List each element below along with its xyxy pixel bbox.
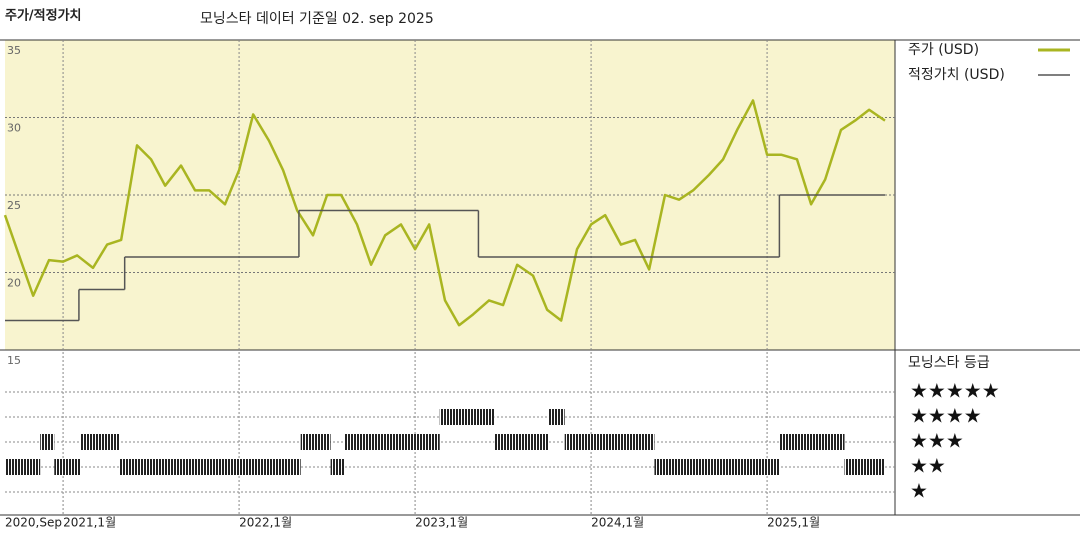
star-label: ★★ [910, 454, 946, 478]
star-label: ★★★★★ [910, 379, 1000, 403]
rating-bar [344, 434, 440, 450]
rating-bar [5, 459, 41, 475]
rating-bar [844, 459, 885, 475]
rating-bar [439, 409, 495, 425]
rating-bar [548, 409, 565, 425]
star-label: ★★★★ [910, 404, 982, 428]
x-tick-label: 2022,1월 [239, 516, 292, 530]
chart-subtitle: 모닝스타 데이터 기준일 02. sep 2025 [200, 11, 434, 27]
rating-bar [300, 434, 331, 450]
rating-bar [654, 459, 780, 475]
price-line [3, 99, 886, 327]
rating-bar [494, 434, 549, 450]
star-label: ★ [910, 479, 928, 503]
chart-title: 주가/적정가치 [5, 8, 82, 24]
rating-bar [564, 434, 655, 450]
rating-title: 모닝스타 등급 [908, 355, 990, 371]
y-tick-label: 15 [7, 354, 21, 367]
rating-bar [119, 459, 301, 475]
rating-bar [54, 459, 81, 475]
x-tick-label: 2024,1월 [591, 516, 644, 530]
star-label: ★★★ [910, 429, 964, 453]
x-tick-label: 2025,1월 [767, 516, 820, 530]
y-tick-label: 30 [7, 122, 21, 135]
legend-label: 적정가치 (USD) [908, 67, 1005, 83]
rating-bar [779, 434, 845, 450]
x-tick-label: 2023,1월 [415, 516, 468, 530]
legend-label: 주가 (USD) [908, 42, 979, 58]
x-tick-label: 2020,Sep [5, 516, 62, 530]
y-tick-label: 35 [7, 44, 21, 57]
rating-bar [330, 459, 345, 475]
rating-bar [80, 434, 120, 450]
y-tick-label: 20 [7, 277, 21, 290]
y-tick-label: 25 [7, 199, 21, 212]
rating-bar [40, 434, 55, 450]
x-tick-label: 2021,1월 [63, 516, 116, 530]
